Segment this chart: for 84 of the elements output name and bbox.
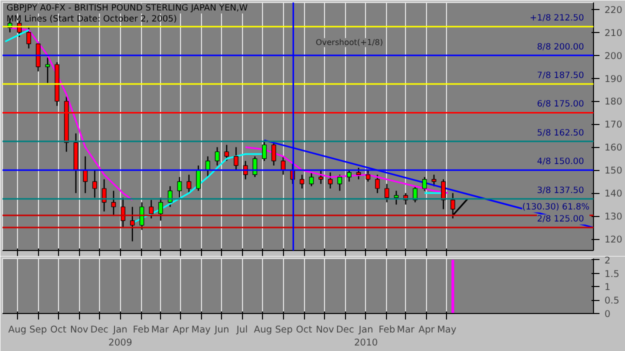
candlestick	[318, 170, 324, 185]
y-tick-label: 190	[604, 74, 622, 85]
y-tick-label: 210	[604, 28, 622, 39]
x-tick-label: Oct	[50, 324, 67, 336]
y-tick-label: 140	[604, 188, 622, 200]
candlestick	[205, 156, 210, 178]
candlestick	[243, 160, 248, 180]
y-tick-label: 130	[604, 212, 622, 223]
line-series	[244, 146, 449, 194]
ref-line-label: 8/8 200.00	[537, 42, 584, 52]
candlestick	[375, 174, 380, 194]
x-tick-label: May	[191, 324, 212, 336]
candlestick	[366, 170, 370, 182]
x-tick-label: Sep	[275, 324, 293, 336]
candlestick	[300, 174, 304, 190]
x-tick-label: Sep	[29, 324, 48, 336]
x-tick-label: Jul	[236, 324, 248, 336]
ref-line-label: 2/8 125.00	[537, 214, 584, 225]
ref-line-label: 3/8 137.50	[537, 186, 584, 196]
candlestick	[224, 144, 229, 162]
y-tick-label: 220	[604, 4, 622, 16]
annotation: Overshoot(+1/8)	[316, 38, 383, 48]
candlestick	[148, 199, 154, 219]
ref-line-label: 6/8 175.00	[537, 100, 584, 110]
candlestick	[36, 40, 40, 72]
candlestick	[158, 197, 164, 222]
x-tick-label: Aug	[8, 324, 26, 336]
candlestick	[140, 202, 144, 230]
candlestick	[234, 146, 238, 171]
ref-line-label: (130.30) 61.8%	[522, 202, 590, 212]
x-tick-label: Apr	[418, 324, 435, 336]
x-tick-label: Jan 2010	[354, 324, 378, 349]
x-tick-label: Mar	[396, 324, 415, 336]
ref-line-label: 4/8 150.00	[537, 157, 584, 168]
y-tick-label: 180	[604, 96, 622, 108]
candlestick	[328, 172, 333, 190]
candlestick	[394, 190, 399, 206]
y-tick-label: 2	[604, 256, 610, 266]
y-tick-label: 160	[604, 142, 622, 154]
candlestick	[356, 167, 361, 180]
candlestick	[92, 170, 98, 198]
candlestick	[45, 57, 50, 84]
candlestick	[346, 170, 352, 182]
x-tick-label: Nov	[70, 324, 89, 336]
candlestick	[422, 176, 427, 192]
ref-line-label: +1/8 212.50	[530, 14, 584, 24]
candlestick	[214, 146, 220, 166]
chart-title: GBPJPY A0-FX - BRITISH POUND STERLING JAPAN YEN,W	[6, 4, 248, 14]
x-tick-label: Oct	[296, 324, 312, 336]
candlestick	[111, 190, 116, 217]
y-tick-label: 120	[604, 234, 622, 246]
x-tick-label: Nov	[316, 324, 335, 336]
x-tick-label: Dec	[90, 324, 108, 336]
candlestick	[120, 197, 126, 228]
candlestick	[196, 164, 201, 192]
candlestick	[177, 176, 182, 198]
ref-line-label: 7/8 187.50	[537, 71, 584, 82]
candlestick	[271, 142, 276, 166]
y-tick-label: 200	[604, 50, 622, 62]
y-tick-label: 150	[604, 166, 622, 177]
y-tick-label: 1.5	[604, 268, 620, 280]
x-tick-label: Feb	[378, 324, 396, 336]
candlestick	[309, 172, 314, 187]
x-tick-label: Aug	[254, 324, 272, 336]
x-tick-label: Jun	[214, 324, 230, 336]
y-tick-label: 170	[604, 120, 622, 131]
ref-line-label: 5/8 162.50	[537, 128, 584, 138]
candlestick	[262, 140, 267, 162]
x-tick-label: May	[437, 324, 457, 336]
y-tick-label: 0.5	[604, 296, 620, 307]
x-tick-label: Jan 2009	[108, 324, 132, 349]
candlestick	[280, 156, 286, 176]
candlestick	[337, 174, 342, 192]
y-tick-label: 1	[604, 282, 610, 294]
y-tick-label: 0	[604, 309, 610, 320]
x-tick-label: Mar	[151, 324, 169, 336]
x-tick-label: Apr	[172, 324, 190, 336]
x-tick-label: Dec	[336, 324, 354, 336]
candlestick	[384, 183, 390, 203]
candlestick	[130, 206, 135, 242]
candlestick	[252, 156, 258, 178]
candlestick	[186, 174, 192, 194]
x-tick-label: Feb	[132, 324, 150, 336]
candlestick	[26, 27, 32, 50]
